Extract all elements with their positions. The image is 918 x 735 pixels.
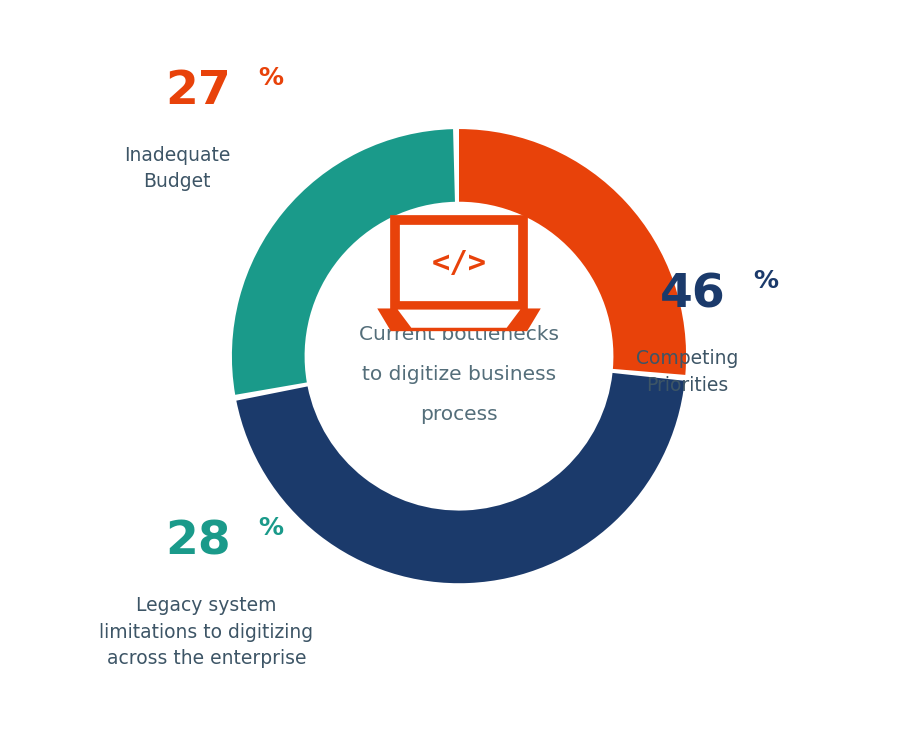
Text: 46: 46 (660, 273, 725, 318)
Text: </>: </> (431, 248, 487, 278)
Text: process: process (420, 404, 498, 423)
Wedge shape (236, 373, 685, 584)
Polygon shape (377, 309, 541, 331)
Polygon shape (397, 309, 521, 328)
Wedge shape (459, 129, 686, 375)
Text: %: % (259, 516, 284, 540)
Text: %: % (259, 65, 284, 90)
Text: Competing
Priorities: Competing Priorities (636, 349, 738, 395)
Text: to digitize business: to digitize business (362, 365, 556, 384)
Wedge shape (232, 129, 455, 395)
Text: Current bottlenecks: Current bottlenecks (359, 325, 559, 344)
Text: Inadequate
Budget: Inadequate Budget (124, 146, 230, 191)
Text: 28: 28 (165, 520, 231, 564)
FancyBboxPatch shape (396, 220, 522, 306)
Text: 27: 27 (165, 69, 231, 114)
Text: %: % (753, 269, 778, 293)
Text: Legacy system
limitations to digitizing
across the enterprise: Legacy system limitations to digitizing … (99, 596, 314, 668)
